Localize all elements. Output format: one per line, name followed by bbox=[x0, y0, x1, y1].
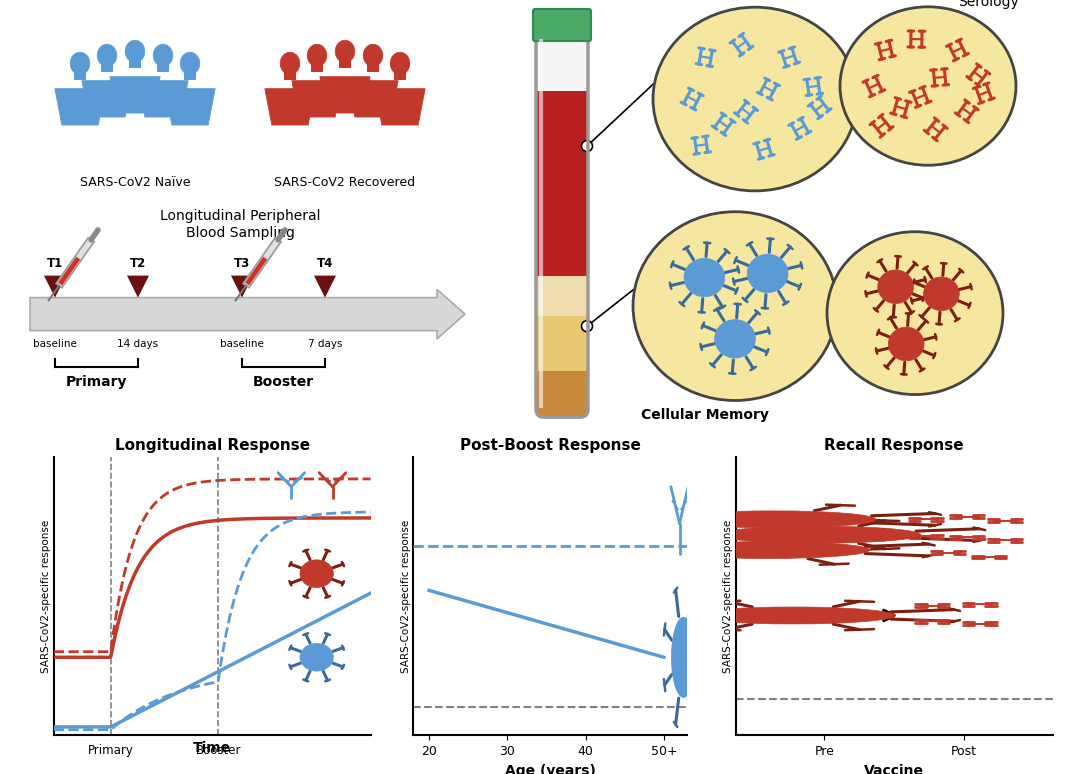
Title: Recall Response: Recall Response bbox=[824, 438, 964, 453]
Text: Booster: Booster bbox=[253, 375, 314, 389]
Ellipse shape bbox=[70, 52, 90, 74]
Text: SARS-CoV2 Recovered: SARS-CoV2 Recovered bbox=[275, 176, 416, 189]
Polygon shape bbox=[314, 276, 336, 298]
Title: Post-Boost Response: Post-Boost Response bbox=[460, 438, 641, 453]
Text: T2: T2 bbox=[130, 257, 146, 269]
Ellipse shape bbox=[671, 511, 876, 528]
Ellipse shape bbox=[180, 52, 200, 74]
Ellipse shape bbox=[665, 542, 870, 559]
Bar bbox=[311, 60, 322, 72]
Title: Longitudinal Response: Longitudinal Response bbox=[115, 438, 309, 453]
Polygon shape bbox=[55, 89, 105, 125]
Polygon shape bbox=[44, 276, 66, 298]
Bar bbox=[74, 67, 86, 80]
Polygon shape bbox=[265, 89, 315, 125]
Ellipse shape bbox=[633, 212, 837, 400]
Polygon shape bbox=[164, 89, 215, 125]
Ellipse shape bbox=[307, 44, 326, 67]
Ellipse shape bbox=[390, 52, 410, 74]
Circle shape bbox=[581, 320, 593, 331]
Text: Primary: Primary bbox=[66, 375, 127, 389]
Bar bbox=[339, 56, 350, 68]
Y-axis label: SARS-CoV2-specific response: SARS-CoV2-specific response bbox=[41, 519, 50, 673]
Y-axis label: SARS-CoV2-specific response: SARS-CoV2-specific response bbox=[723, 519, 732, 673]
Bar bbox=[394, 67, 406, 80]
Bar bbox=[285, 67, 295, 80]
Polygon shape bbox=[292, 80, 343, 117]
Ellipse shape bbox=[888, 327, 924, 361]
Ellipse shape bbox=[714, 320, 755, 358]
Ellipse shape bbox=[877, 270, 914, 303]
Text: Cellular Memory: Cellular Memory bbox=[641, 408, 769, 422]
Text: T3: T3 bbox=[234, 257, 250, 269]
Polygon shape bbox=[127, 276, 149, 298]
Polygon shape bbox=[56, 238, 95, 288]
Polygon shape bbox=[348, 80, 398, 117]
Ellipse shape bbox=[924, 277, 959, 310]
Ellipse shape bbox=[827, 231, 1003, 395]
Ellipse shape bbox=[126, 40, 145, 63]
Text: 14 days: 14 days bbox=[117, 339, 159, 348]
Y-axis label: SARS-CoV2-specific response: SARS-CoV2-specific response bbox=[401, 519, 410, 673]
Polygon shape bbox=[58, 257, 81, 286]
Bar bbox=[537, 91, 587, 276]
X-axis label: Vaccine: Vaccine bbox=[865, 764, 924, 774]
Polygon shape bbox=[110, 77, 160, 113]
FancyBboxPatch shape bbox=[533, 9, 591, 41]
Ellipse shape bbox=[154, 44, 173, 67]
Text: Serology: Serology bbox=[958, 0, 1019, 9]
Bar bbox=[367, 60, 379, 72]
Text: Primary: Primary bbox=[88, 744, 133, 757]
Polygon shape bbox=[243, 238, 281, 288]
Ellipse shape bbox=[300, 643, 333, 671]
Ellipse shape bbox=[715, 526, 920, 543]
Text: Booster: Booster bbox=[195, 744, 242, 757]
Circle shape bbox=[581, 141, 593, 152]
Polygon shape bbox=[375, 89, 425, 125]
Bar bbox=[537, 316, 587, 372]
Polygon shape bbox=[82, 80, 132, 117]
Ellipse shape bbox=[671, 617, 696, 697]
Text: baseline: baseline bbox=[220, 339, 264, 348]
FancyArrow shape bbox=[30, 289, 465, 339]
Text: 7 days: 7 days bbox=[308, 339, 343, 348]
Ellipse shape bbox=[280, 52, 300, 74]
Polygon shape bbox=[137, 80, 188, 117]
Ellipse shape bbox=[840, 7, 1016, 166]
Bar bbox=[185, 67, 195, 80]
Ellipse shape bbox=[335, 40, 354, 63]
Text: baseline: baseline bbox=[33, 339, 77, 348]
Text: Longitudinal Peripheral
Blood Sampling: Longitudinal Peripheral Blood Sampling bbox=[160, 209, 320, 240]
Text: T1: T1 bbox=[47, 257, 63, 269]
Bar bbox=[101, 60, 113, 72]
Polygon shape bbox=[320, 77, 371, 113]
Ellipse shape bbox=[98, 44, 117, 67]
X-axis label: Age (years): Age (years) bbox=[505, 764, 596, 774]
Ellipse shape bbox=[691, 607, 895, 624]
Bar bbox=[158, 60, 169, 72]
Bar bbox=[129, 56, 141, 68]
X-axis label: Time: Time bbox=[193, 741, 231, 755]
Text: SARS-CoV2 Naïve: SARS-CoV2 Naïve bbox=[79, 176, 190, 189]
Bar bbox=[537, 276, 587, 316]
Ellipse shape bbox=[653, 7, 857, 191]
Bar bbox=[537, 372, 587, 416]
Polygon shape bbox=[245, 257, 267, 286]
Ellipse shape bbox=[300, 560, 333, 587]
Ellipse shape bbox=[684, 259, 725, 296]
Text: T4: T4 bbox=[317, 257, 333, 269]
Ellipse shape bbox=[748, 255, 788, 293]
Ellipse shape bbox=[363, 44, 382, 67]
Polygon shape bbox=[231, 276, 253, 298]
Bar bbox=[537, 21, 587, 91]
